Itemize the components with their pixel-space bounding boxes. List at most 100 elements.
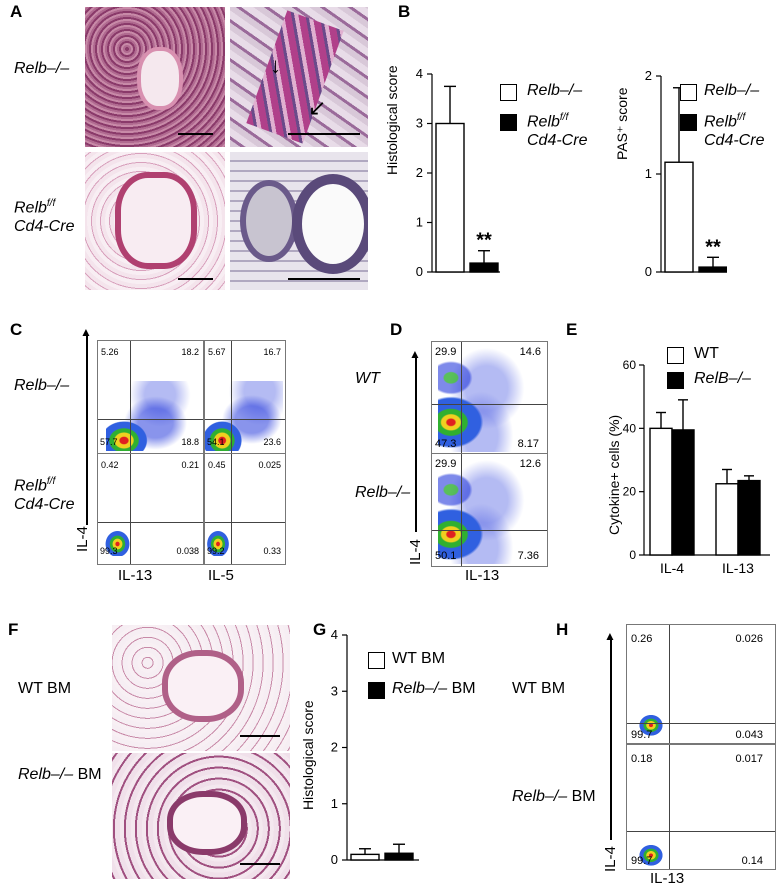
bar (664, 161, 694, 273)
y-tick-label: 60 (623, 358, 637, 372)
quadrant-ll: 99.2 (207, 546, 225, 556)
flow-plot-c-relb-ko-il13: 5.26 18.2 57.7 18.8 (97, 340, 204, 454)
flow-plot-h-relb-ko-bm: 0.18 0.017 99.7 0.14 (626, 744, 776, 870)
bar (715, 483, 739, 556)
axis-title-il4: IL-4 (602, 846, 619, 872)
y-tick-label: 1 (645, 166, 652, 181)
y-tick-label: 3 (416, 116, 423, 131)
bar (737, 479, 761, 556)
legend-wt: WT (694, 345, 719, 362)
quadrant-ur: 12.6 (519, 458, 541, 470)
axis-title-hist: Histological score (300, 700, 316, 810)
y-tick-label: 2 (416, 165, 423, 180)
quadrant-ll: 57.7 (100, 437, 118, 447)
airway-lumen (167, 791, 247, 855)
quadrant-lr: 0.33 (263, 546, 281, 556)
scale-bar (178, 133, 213, 135)
y-tick-label: 1 (416, 215, 423, 230)
bar (671, 429, 695, 556)
label-relb-ko-bm: Relb–/– BM (512, 788, 596, 805)
flow-density (635, 711, 667, 737)
chart-e: 0 20 40 60 IL-4 IL-13 (623, 358, 770, 575)
quadrant-ul: 29.9 (435, 458, 457, 470)
airway-lumen (115, 172, 197, 269)
flow-plot-d-wt: 29.9 14.6 47.3 8.17 (431, 341, 548, 455)
legend-swatch-black (368, 682, 385, 699)
label-relb-ko: Relb–/– (14, 377, 70, 394)
label-wt: WT (355, 370, 380, 387)
scale-bar (288, 278, 360, 280)
quadrant-ur: 0.026 (735, 633, 763, 645)
quadrant-ul: 0.42 (101, 460, 119, 470)
scale-bar (178, 278, 213, 280)
bar (469, 262, 499, 273)
significance-label: ** (705, 236, 721, 258)
bar (384, 852, 414, 861)
y-tick-label: 2 (331, 740, 338, 755)
legend-relb-ko: Relb–/– (704, 82, 760, 99)
quadrant-lr: 8.17 (517, 438, 539, 450)
scale-bar (240, 735, 280, 737)
micrograph-wt-bm (112, 625, 290, 751)
legend-relb-ko: RelB–/– (694, 370, 751, 387)
flow-plot-c-relb-ff-il5: 0.45 0.025 99.2 0.33 (204, 453, 286, 565)
micrograph-relb-ff-low (85, 152, 225, 290)
flow-density (438, 458, 546, 564)
scale-bar (288, 133, 360, 135)
scale-bar (240, 863, 280, 865)
legend-swatch-black (500, 114, 517, 131)
panel-letter-a: A (10, 2, 23, 21)
label-cd4cre: Cd4-Cre (14, 218, 75, 235)
arrow-up-icon: ▲ (80, 325, 92, 339)
y-tick-label: 0 (629, 548, 636, 562)
legend-relb-ff: Relbf/f (704, 112, 746, 131)
quadrant-ur: 18.2 (181, 347, 199, 357)
quadrant-lr: 7.36 (517, 550, 539, 562)
legend-relb-ff: Relbf/f (527, 112, 569, 131)
flow-plot-d-relb-ko: 29.9 12.6 50.1 7.36 (431, 453, 548, 567)
quadrant-lr: 0.14 (741, 855, 763, 867)
quadrant-ul: 5.67 (208, 347, 226, 357)
x-tick-label: IL-4 (660, 560, 684, 575)
bar (435, 122, 465, 273)
label-relb-ff: Relbf/f (14, 476, 56, 495)
bar (649, 427, 673, 556)
micrograph-relb-ff-high (230, 152, 368, 290)
x-tick-label: IL-13 (722, 560, 754, 575)
quadrant-ur: 0.025 (258, 460, 281, 470)
panel-letter-g: G (313, 620, 327, 639)
arrow-up-icon: ▲ (409, 347, 421, 361)
quadrant-ur: 16.7 (263, 347, 281, 357)
micrograph-relb-ko-low (85, 7, 225, 147)
panel-letter-c: C (10, 320, 23, 339)
quadrant-ll: 50.1 (435, 550, 457, 562)
flow-plot-h-wt-bm: 0.26 0.026 99.7 0.043 (626, 624, 776, 744)
y-tick-label: 40 (623, 421, 637, 435)
quadrant-ul: 0.26 (631, 633, 653, 645)
axis-arrow-il4 (415, 357, 417, 532)
quadrant-ll: 47.3 (435, 438, 457, 450)
bar (698, 266, 727, 273)
flow-density (635, 841, 667, 867)
panel-letter-h: H (556, 620, 569, 639)
axis-arrow-il4 (86, 335, 88, 525)
chart-g: 0 1 2 3 4 (331, 627, 419, 867)
axis-title-il4: IL-4 (407, 539, 424, 565)
y-tick-label: 0 (331, 852, 338, 867)
label-relb-ko: Relb–/– (14, 60, 70, 77)
legend-swatch-white (500, 84, 517, 101)
panel-letter-f: F (8, 620, 19, 639)
y-tick-label: 4 (331, 627, 338, 642)
label-cd4cre: Cd4-Cre (14, 496, 75, 513)
legend-swatch-white (667, 347, 684, 364)
y-tick-label: 20 (623, 485, 637, 499)
chart-b-left: 0 1 2 3 4 ** (416, 66, 500, 279)
quadrant-ul: 5.26 (101, 347, 119, 357)
quadrant-ur: 0.017 (735, 753, 763, 765)
flow-density (438, 346, 546, 452)
label-relb-ff: Relbf/f (14, 198, 56, 217)
axis-title-pas: PAS⁺ score (614, 87, 630, 161)
flow-plot-c-relb-ff-il13: 0.42 0.21 99.3 0.038 (97, 453, 204, 565)
legend-relb-ko: Relb–/– (527, 82, 583, 99)
axis-title-il4: IL-4 (74, 526, 91, 552)
